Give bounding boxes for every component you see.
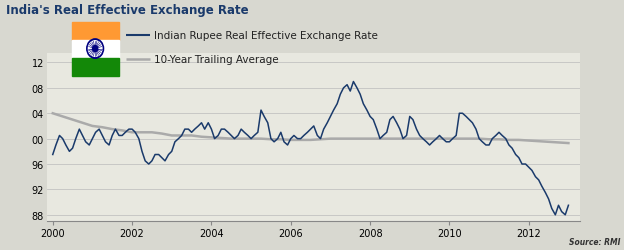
Bar (72, 22, 119, 40)
Text: Indian Rupee Real Effective Exchange Rate: Indian Rupee Real Effective Exchange Rat… (154, 31, 378, 41)
Bar (72, 40, 119, 58)
Text: India's Real Effective Exchange Rate: India's Real Effective Exchange Rate (6, 4, 249, 17)
Circle shape (89, 42, 102, 57)
Circle shape (87, 40, 104, 59)
Circle shape (92, 46, 98, 52)
Text: 10-Year Trailing Average: 10-Year Trailing Average (154, 55, 278, 65)
Bar (72, 58, 119, 76)
Text: Source: RMI: Source: RMI (569, 237, 621, 246)
